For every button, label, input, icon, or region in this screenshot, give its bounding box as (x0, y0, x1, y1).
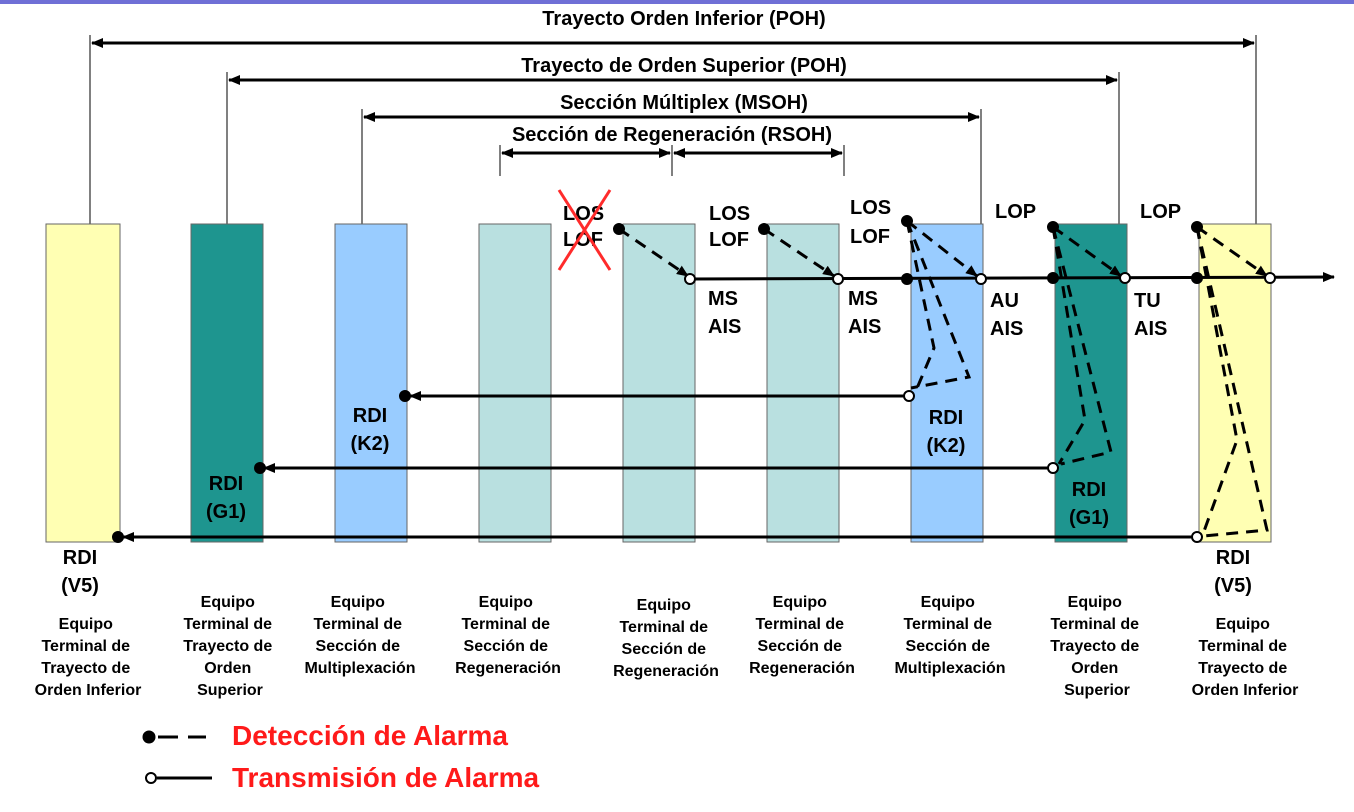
equipment-caption-6: Equipo Terminal de Sección de Regeneraci… (749, 594, 855, 677)
detection-line-regen-2 (763, 227, 835, 278)
equipment-captions: Equipo Terminal de Trayecto de Orden Inf… (35, 594, 1299, 699)
rdi-g1-right-line2: (G1) (1069, 507, 1109, 529)
equipment-box-4 (478, 223, 552, 543)
span-arrows (91, 38, 1255, 158)
detection-dot (254, 462, 266, 474)
span-tick-lines (89, 35, 1257, 224)
rdi-v5-right-line2: (V5) (1214, 575, 1252, 597)
alarm-los-3: LOS (850, 197, 891, 219)
detection-line-ms-au (906, 219, 978, 278)
red-cross-icon (557, 189, 612, 271)
detection-dashed-lines (618, 219, 1269, 538)
detection-line-ms-loop (905, 220, 936, 394)
alarm-lof-3: LOF (850, 226, 890, 248)
ms-ais-2-line1: MS (848, 288, 878, 310)
transmission-dot (1191, 531, 1203, 543)
rdi-k2-left-line1: RDI (353, 405, 387, 427)
span-label-multiplex-section: Sección Múltiplex (MSOH) (560, 92, 808, 114)
equipment-box-9 (1198, 223, 1272, 543)
transmission-dot (832, 273, 844, 285)
alarm-lof-2: LOF (709, 229, 749, 251)
alarm-dots (112, 215, 1276, 543)
rdi-v5-left-line2: (V5) (61, 575, 99, 597)
ms-ais-1-line2: AIS (708, 316, 741, 338)
equipment-box-5 (622, 223, 696, 543)
rdi-v5-left-line1: RDI (63, 547, 97, 569)
ms-ais-1-line1: MS (708, 288, 738, 310)
span-label-low-order-path: Trayecto Orden Inferior (POH) (542, 8, 825, 30)
equipment-caption-4: Equipo Terminal de Sección de Regeneraci… (455, 594, 561, 677)
legend-transmission-symbol (145, 772, 212, 784)
transmission-lines (122, 272, 1335, 542)
legend-detection-symbol (142, 730, 206, 744)
equipment-box-3 (334, 223, 408, 543)
transmission-dot (975, 273, 987, 285)
detection-dot (112, 531, 124, 543)
alarm-labels: LOS LOF LOS LOF LOS LOF LOP LOP MS AIS M… (61, 197, 1252, 597)
transmission-dot (1047, 462, 1059, 474)
detection-line-lo-outer (1195, 226, 1269, 538)
alarm-lop-2: LOP (1140, 201, 1181, 223)
equipment-box-6 (766, 223, 840, 543)
rdi-k2-right-line2: (K2) (927, 435, 966, 457)
detection-line-regen-1 (618, 227, 689, 278)
rdi-k2-right-line1: RDI (929, 407, 963, 429)
detection-line-ms-outer (905, 220, 972, 390)
legend-transmission-label: Transmisión de Alarma (232, 762, 539, 793)
ms-ais-2-line2: AIS (848, 316, 881, 338)
equipment-caption-2: Equipo Terminal de Trayecto de Orden Sup… (183, 594, 276, 699)
transmission-dot (1264, 272, 1276, 284)
detection-line-ho-loop (1051, 226, 1087, 465)
transmission-dot (903, 390, 915, 402)
detection-dot (1047, 272, 1059, 284)
rdi-g1-right-line1: RDI (1072, 479, 1106, 501)
detection-line-ho-outer (1051, 226, 1113, 466)
span-label-high-order-path: Trayecto de Orden Superior (POH) (521, 55, 847, 77)
detection-dot (1191, 272, 1203, 284)
detection-line-lo-loop (1195, 226, 1239, 535)
top-accent-bar (0, 0, 1354, 4)
tu-ais-line2: AIS (1134, 318, 1167, 340)
rdi-k2-left-line2: (K2) (351, 433, 390, 455)
equipment-box-1 (45, 223, 121, 543)
detection-line-ho-tu (1052, 225, 1122, 278)
au-ais-line1: AU (990, 290, 1019, 312)
span-label-regeneration-section: Sección de Regeneración (RSOH) (512, 124, 832, 146)
rdi-g1-left-line2: (G1) (206, 501, 246, 523)
au-ais-line2: AIS (990, 318, 1023, 340)
detection-dot (1047, 221, 1059, 233)
alarm-los-1: LOS (563, 203, 604, 225)
alarm-los-2: LOS (709, 203, 750, 225)
detection-dot (901, 273, 913, 285)
legend: Detección de Alarma Transmisión de Alarm… (142, 720, 539, 793)
rdi-v5-right-line1: RDI (1216, 547, 1250, 569)
rdi-g1-left-line1: RDI (209, 473, 243, 495)
detection-dot (399, 390, 411, 402)
transmission-dot (1119, 272, 1131, 284)
detection-dot (613, 223, 625, 235)
detection-dot (758, 223, 770, 235)
transmission-line-ais-forward (689, 272, 1335, 283)
transmission-dot (684, 273, 696, 285)
equipment-caption-9: Equipo Terminal de Trayecto de Orden Inf… (1192, 616, 1299, 699)
equipment-caption-5: Equipo Terminal de Sección de Regeneraci… (613, 597, 719, 680)
equipment-caption-1: Equipo Terminal de Trayecto de Orden Inf… (35, 616, 142, 699)
detection-dot (901, 215, 913, 227)
legend-detection-label: Detección de Alarma (232, 720, 508, 751)
equipment-box-2 (190, 223, 264, 543)
equipment-caption-8: Equipo Terminal de Trayecto de Orden Sup… (1050, 594, 1143, 699)
equipment-caption-3: Equipo Terminal de Sección de Multiplexa… (304, 594, 415, 677)
detection-dot (1191, 221, 1203, 233)
equipment-caption-7: Equipo Terminal de Sección de Multiplexa… (894, 594, 1005, 677)
tu-ais-line1: TU (1134, 290, 1161, 312)
detection-line-lo-end (1196, 225, 1268, 278)
alarm-lop-1: LOP (995, 201, 1036, 223)
